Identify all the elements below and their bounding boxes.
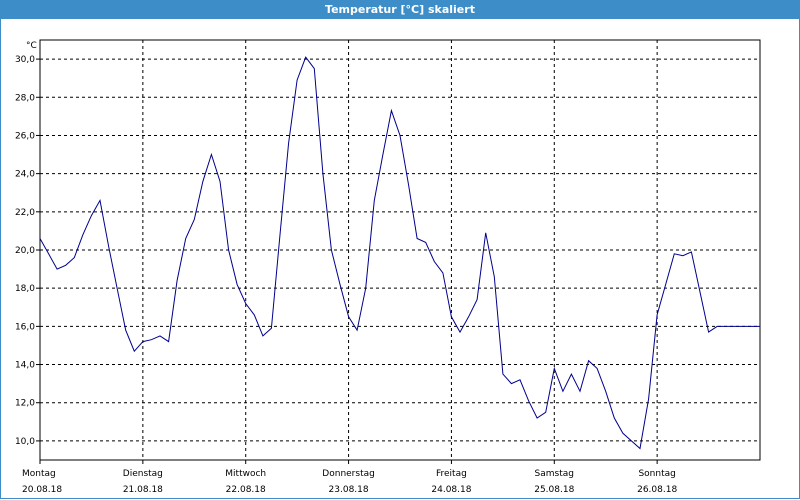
x-tick-day-label: Mittwoch: [225, 469, 266, 479]
y-tick-label: 18,0: [15, 284, 35, 294]
y-tick-label: 14,0: [15, 361, 35, 371]
chart-title-bar: Temperatur [°C] skaliert: [0, 0, 800, 19]
x-tick-date-label: 23.08.18: [329, 485, 369, 495]
y-tick-label: 12,0: [15, 399, 35, 409]
x-tick-day-label: Montag: [22, 469, 56, 479]
y-tick-label: 22,0: [15, 208, 35, 218]
x-tick-date-label: 21.08.18: [123, 485, 163, 495]
grid-lines: [40, 40, 760, 460]
x-tick-date-label: 20.08.18: [22, 485, 62, 495]
y-tick-label: 28,0: [15, 93, 35, 103]
x-axis-ticks: Montag 20.08.18 Dienstag 21.08.18 Mittwoch 22…: [22, 460, 677, 495]
y-axis-unit-label: °C: [26, 41, 37, 51]
temperature-line: [39, 56, 760, 450]
y-axis-ticks: 10,0 12,0 14,0 16,0 18,0 20,0 22,0 24,0 26,0 28,0…: [15, 55, 40, 447]
x-tick-day-label: Freitag: [436, 469, 467, 479]
x-tick-day-label: Dienstag: [123, 469, 163, 479]
x-tick-day-label: Sonntag: [638, 469, 675, 479]
y-tick-label: 26,0: [15, 131, 35, 141]
x-tick-day-label: Donnerstag: [322, 469, 375, 479]
y-tick-label: 10,0: [15, 437, 35, 447]
x-tick-date-label: 22.08.18: [226, 485, 266, 495]
x-tick-date-label: 25.08.18: [534, 485, 574, 495]
y-tick-label: 16,0: [15, 322, 35, 332]
x-tick-date-label: 24.08.18: [431, 485, 471, 495]
x-tick-day-label: Samstag: [535, 469, 574, 479]
x-tick-date-label: 26.08.18: [637, 485, 677, 495]
y-tick-label: 24,0: [15, 170, 35, 180]
y-tick-label: 30,0: [15, 55, 35, 65]
chart-title: Temperatur [°C] skaliert: [325, 3, 475, 16]
y-tick-label: 20,0: [15, 246, 35, 256]
